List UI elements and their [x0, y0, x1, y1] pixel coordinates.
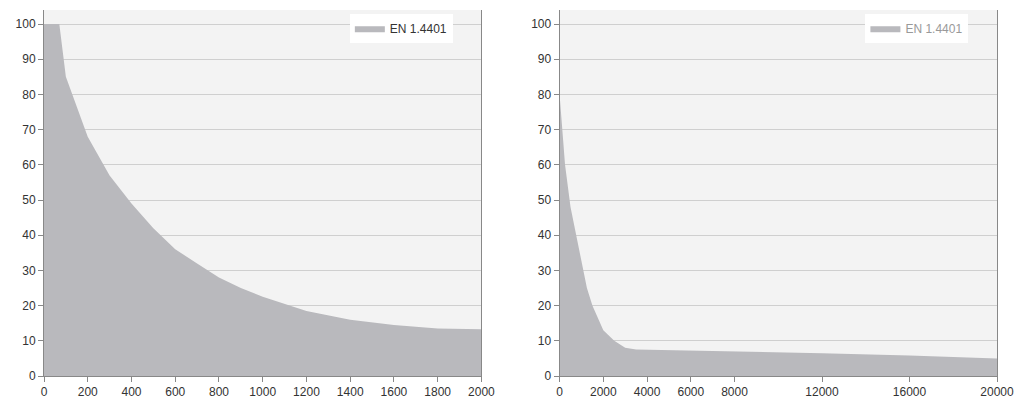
svg-text:1200: 1200: [293, 385, 320, 399]
svg-text:2000: 2000: [468, 385, 495, 399]
svg-text:50: 50: [22, 193, 36, 207]
svg-text:10: 10: [538, 334, 552, 348]
svg-text:70: 70: [538, 123, 552, 137]
svg-text:80: 80: [22, 88, 36, 102]
svg-text:8000: 8000: [721, 385, 748, 399]
svg-text:60: 60: [22, 158, 36, 172]
svg-text:1000: 1000: [249, 385, 276, 399]
svg-text:4000: 4000: [634, 385, 661, 399]
svg-text:20: 20: [538, 299, 552, 313]
svg-text:20: 20: [22, 299, 36, 313]
svg-text:200: 200: [78, 385, 98, 399]
svg-text:800: 800: [209, 385, 229, 399]
svg-text:EN 1.4401: EN 1.4401: [905, 22, 962, 36]
svg-text:50: 50: [538, 193, 552, 207]
svg-text:EN 1.4401: EN 1.4401: [390, 22, 447, 36]
svg-text:70: 70: [22, 123, 36, 137]
svg-text:40: 40: [538, 228, 552, 242]
svg-text:12000: 12000: [805, 385, 839, 399]
svg-text:0: 0: [544, 369, 551, 383]
svg-text:100: 100: [16, 17, 36, 31]
svg-text:600: 600: [165, 385, 185, 399]
svg-text:16000: 16000: [893, 385, 927, 399]
svg-text:0: 0: [556, 385, 563, 399]
svg-text:1800: 1800: [424, 385, 451, 399]
svg-text:60: 60: [538, 158, 552, 172]
svg-text:100: 100: [531, 17, 551, 31]
svg-text:2000: 2000: [590, 385, 617, 399]
svg-text:20000: 20000: [980, 385, 1014, 399]
svg-text:90: 90: [22, 52, 36, 66]
svg-text:400: 400: [121, 385, 141, 399]
svg-text:0: 0: [41, 385, 48, 399]
svg-text:1400: 1400: [337, 385, 364, 399]
svg-text:40: 40: [22, 228, 36, 242]
svg-text:30: 30: [22, 264, 36, 278]
svg-text:90: 90: [538, 52, 552, 66]
svg-text:6000: 6000: [677, 385, 704, 399]
svg-text:10: 10: [22, 334, 36, 348]
svg-text:30: 30: [538, 264, 552, 278]
svg-text:1600: 1600: [381, 385, 408, 399]
svg-text:0: 0: [29, 369, 36, 383]
svg-text:80: 80: [538, 88, 552, 102]
